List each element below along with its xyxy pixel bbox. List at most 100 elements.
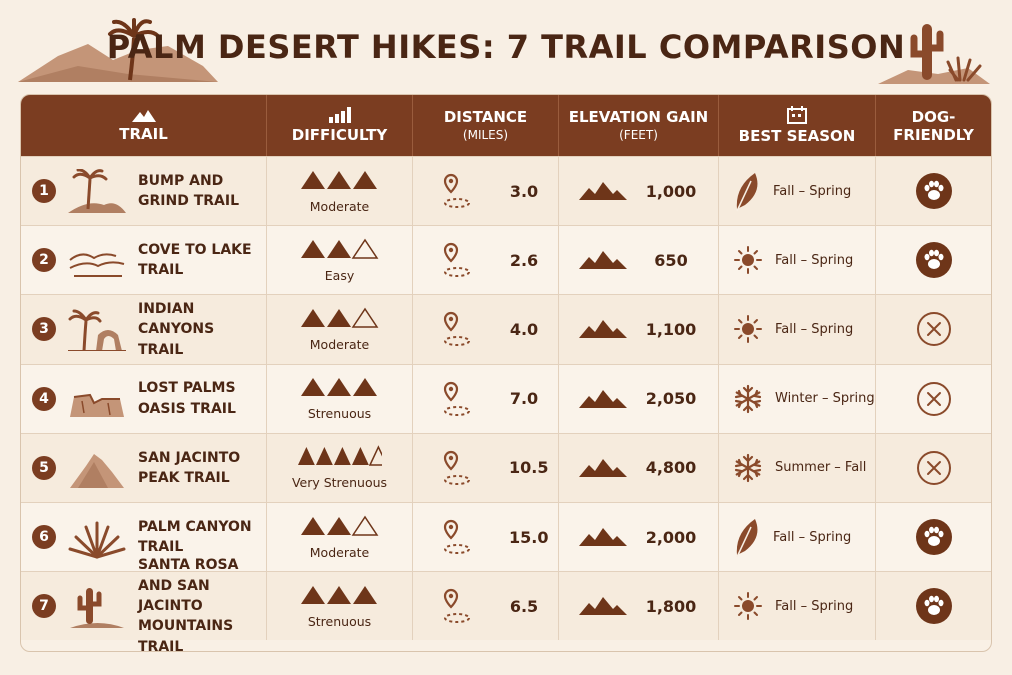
dog-friendly-cell xyxy=(876,503,991,571)
trail-cell: 5 SAN JACINTO PEAK TRAIL xyxy=(21,433,267,502)
header-elevation: ELEVATION GAIN (FEET) xyxy=(559,95,719,156)
table-row: 7 SANTA ROSA AND SAN JACINTO MOUNTAINS TRA… xyxy=(21,557,991,651)
peak-icon xyxy=(68,446,126,490)
elevation-value: 4,800 xyxy=(645,458,697,478)
header-dog-friendly: DOG- FRIENDLY xyxy=(893,107,974,144)
trail-name: INDIAN CANYONS TRAIL xyxy=(138,301,215,358)
x-circle-icon xyxy=(916,312,951,347)
trail-name: PALM CANYON TRAIL xyxy=(138,518,252,556)
difficulty-level: Very Strenuous xyxy=(291,475,388,491)
header-distance: DISTANCE (MILES) xyxy=(413,95,559,156)
sun-icon xyxy=(719,591,775,621)
dog-friendly-cell xyxy=(876,295,991,363)
distance-cell: 7.0 xyxy=(413,364,559,433)
cactus-icon xyxy=(68,584,126,629)
row-number: 3 xyxy=(32,317,56,342)
season-cell: Summer – Fall xyxy=(719,433,876,502)
season-cell: Fall – Spring xyxy=(719,226,876,295)
distance-value: 2.6 xyxy=(509,250,539,270)
dog-friendly-cell xyxy=(876,365,991,433)
distance-value: 6.5 xyxy=(509,596,539,616)
table-row: 6 PALM CANYON TRAIL Moderate 15.0 2,000 F… xyxy=(21,501,991,572)
trail-cell: 6 PALM CANYON TRAIL xyxy=(21,502,267,572)
dog-friendly-cell xyxy=(876,572,991,640)
distance-value: 3.0 xyxy=(509,181,539,201)
elevation-mountains-icon xyxy=(579,389,627,408)
season-cell: Fall – Spring xyxy=(719,572,876,641)
x-circle-icon xyxy=(916,450,951,485)
leaf-icon xyxy=(719,169,773,213)
elevation-value: 2,000 xyxy=(645,527,697,547)
distance-cell: 6.5 xyxy=(413,572,559,641)
difficulty-level: Strenuous xyxy=(307,406,372,422)
paw-icon xyxy=(915,242,952,279)
calendar-icon xyxy=(787,106,807,124)
table-row: 2 COVE TO LAKE TRAIL Easy 2.6 650 Fall – … xyxy=(21,225,991,295)
desert-cactus-decoration xyxy=(878,24,990,84)
table-row: 4 LOST PALMS OASIS TRAIL Strenuous 7.0 2,… xyxy=(21,363,991,433)
dog-friendly-cell xyxy=(876,226,991,294)
trail-name: SANTA ROSA AND SAN JACINTO MOUNTAINS TRAIL xyxy=(138,557,239,652)
paw-icon xyxy=(915,173,952,210)
difficulty-cell: Strenuous xyxy=(267,572,413,641)
season-value: Fall – Spring xyxy=(775,321,854,337)
season-cell: Winter – Spring xyxy=(719,364,876,433)
trail-cell: 1 BUMP AND GRIND TRAIL xyxy=(21,157,267,226)
elevation-cell: 1,100 xyxy=(559,295,719,364)
elevation-value: 2,050 xyxy=(645,389,697,409)
difficulty-level: Strenuous xyxy=(307,613,372,629)
x-circle-icon xyxy=(916,381,951,416)
elevation-mountains-icon xyxy=(579,320,627,339)
season-value: Fall – Spring xyxy=(773,183,852,199)
row-number: 2 xyxy=(32,248,56,273)
distance-cell: 2.6 xyxy=(413,226,559,295)
elevation-mountains-icon xyxy=(579,528,627,547)
row-number: 6 xyxy=(32,525,56,550)
season-cell: Fall – Spring xyxy=(719,295,876,364)
season-value: Fall – Spring xyxy=(773,529,852,545)
distance-value: 15.0 xyxy=(509,527,549,547)
difficulty-triangles-icon xyxy=(298,307,382,333)
distance-cell: 10.5 xyxy=(413,433,559,502)
canyon-icon xyxy=(68,377,126,421)
elevation-cell: 4,800 xyxy=(559,433,719,502)
trail-cell: 7 SANTA ROSA AND SAN JACINTO MOUNTAINS TRA… xyxy=(21,557,267,651)
distance-cell: 3.0 xyxy=(413,157,559,226)
table-row: 1 BUMP AND GRIND TRAIL Moderate 3.0 1,000… xyxy=(21,156,991,226)
difficulty-triangles-icon xyxy=(297,445,388,471)
row-number: 7 xyxy=(32,594,56,619)
map-pin-icon xyxy=(443,589,470,624)
difficulty-cell: Easy xyxy=(267,226,413,295)
season-cell: Fall – Spring xyxy=(719,502,876,572)
dunes-icon xyxy=(68,238,126,282)
trail-cell: 3 INDIAN CANYONS TRAIL xyxy=(21,295,267,364)
difficulty-triangles-icon xyxy=(298,584,382,610)
dog-friendly-cell xyxy=(876,434,991,502)
map-pin-icon xyxy=(443,312,470,347)
elevation-value: 1,800 xyxy=(645,596,697,616)
trail-cell: 4 LOST PALMS OASIS TRAIL xyxy=(21,364,267,433)
table-row: 5 SAN JACINTO PEAK TRAIL Very Strenuous 1… xyxy=(21,432,991,502)
season-value: Fall – Spring xyxy=(775,598,854,614)
table-header: TRAIL DIFFICULTY DISTANCE (MILES) ELEVAT… xyxy=(21,95,991,156)
row-number: 1 xyxy=(32,179,56,204)
elevation-mountains-icon xyxy=(579,458,627,477)
trail-cell: 2 COVE TO LAKE TRAIL xyxy=(21,226,267,295)
palm-arch-icon xyxy=(68,307,126,353)
season-value: Fall – Spring xyxy=(775,252,854,268)
map-pin-icon xyxy=(443,381,470,416)
trail-name: LOST PALMS OASIS TRAIL xyxy=(138,380,236,417)
row-number: 4 xyxy=(32,386,56,411)
map-pin-icon xyxy=(443,519,470,555)
difficulty-cell: Strenuous xyxy=(267,364,413,433)
difficulty-level: Moderate xyxy=(309,336,370,352)
difficulty-triangles-icon xyxy=(298,515,382,541)
elevation-mountains-icon xyxy=(579,251,627,270)
sun-icon xyxy=(719,245,775,275)
map-pin-icon xyxy=(443,173,470,209)
distance-value: 7.0 xyxy=(509,389,539,409)
difficulty-level: Moderate xyxy=(309,198,370,214)
season-value: Summer – Fall xyxy=(775,460,867,476)
distance-value: 10.5 xyxy=(509,458,549,478)
signal-bars-icon xyxy=(328,107,351,123)
